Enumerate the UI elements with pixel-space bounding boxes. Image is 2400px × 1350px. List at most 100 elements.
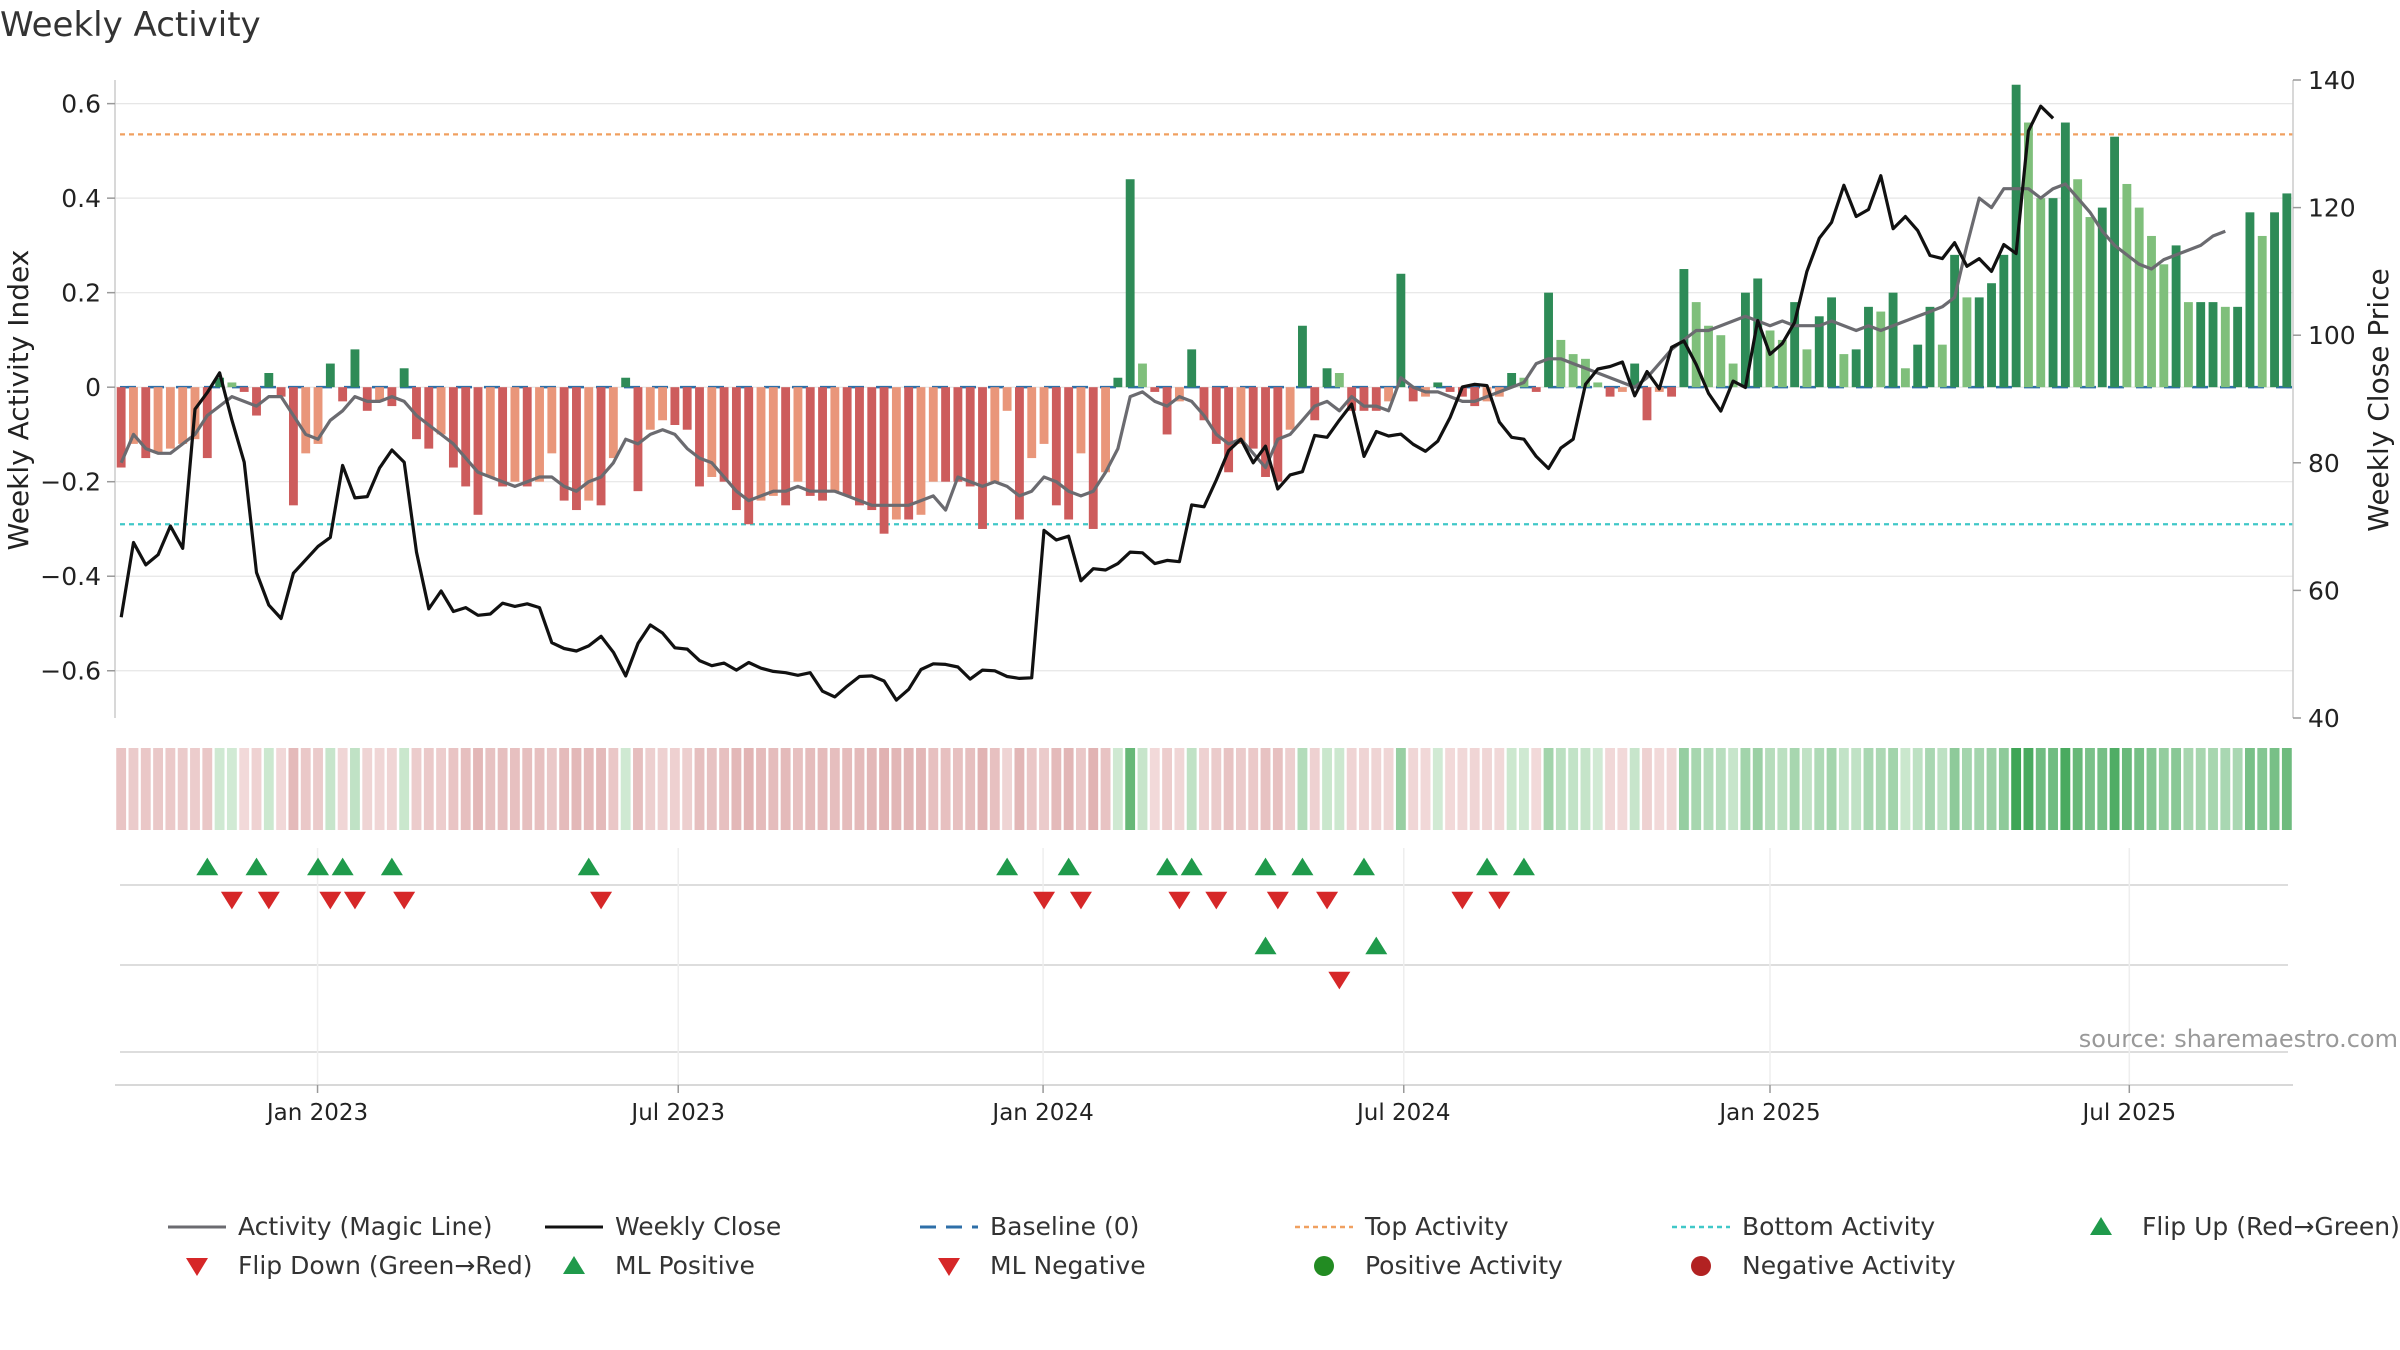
- heat-cell: [1838, 748, 1849, 830]
- activity-bar: [891, 387, 901, 520]
- activity-bar: [707, 387, 717, 477]
- activity-bar: [313, 387, 323, 444]
- heat-cell: [1986, 748, 1997, 830]
- heat-cell: [1654, 748, 1665, 830]
- activity-bar: [1371, 387, 1381, 411]
- heat-cell: [2048, 748, 2058, 830]
- heat-cell: [1998, 748, 2009, 830]
- weekly-close-line: [119, 104, 2055, 702]
- activity-bar: [633, 387, 643, 492]
- activity-bar: [596, 387, 606, 506]
- heat-cell: [2035, 748, 2046, 830]
- activity-bar: [2233, 306, 2243, 388]
- activity-bar: [1556, 339, 1566, 388]
- heat-cell: [1543, 748, 1554, 830]
- heat-cell: [423, 748, 434, 830]
- flip-down-marker: [1205, 891, 1228, 910]
- activity-bar: [1088, 387, 1098, 529]
- heat-cell: [1678, 748, 1689, 830]
- activity-bar: [842, 387, 852, 496]
- heat-cell: [2023, 748, 2034, 830]
- heat-cell: [1617, 748, 1628, 830]
- heat-cell: [2183, 748, 2194, 830]
- heat-cell: [645, 748, 656, 830]
- activity-bar: [1605, 387, 1615, 397]
- heat-cell: [2257, 748, 2268, 830]
- activity-bar: [498, 387, 508, 487]
- heat-cell: [1125, 748, 1136, 830]
- activity-bar: [608, 387, 618, 459]
- flip-up-marker: [1057, 857, 1080, 876]
- heat-cell: [1014, 748, 1025, 830]
- heat-cell: [1592, 748, 1603, 830]
- activity-bar: [2147, 235, 2156, 388]
- right-tick-label: 100: [2308, 321, 2356, 350]
- activity-bar: [941, 387, 951, 482]
- activity-bar: [1162, 387, 1172, 435]
- magic-line: [119, 182, 2226, 512]
- activity-bar: [1384, 387, 1394, 402]
- activity-bar: [830, 387, 840, 492]
- heat-cell: [1432, 748, 1443, 830]
- activity-bar: [658, 387, 668, 421]
- heat-cell: [362, 748, 373, 830]
- flip-down-marker: [1316, 891, 1339, 910]
- activity-bar: [1322, 368, 1332, 388]
- heat-cell: [1605, 748, 1615, 830]
- heat-cell: [842, 748, 853, 830]
- activity-bar: [1027, 387, 1037, 459]
- heat-cell: [1937, 748, 1948, 830]
- flip-down-marker: [1451, 891, 1474, 910]
- activity-bar: [1728, 363, 1738, 388]
- activity-bar: [1199, 387, 1209, 421]
- heat-cell: [1961, 748, 1972, 830]
- heat-cell: [952, 748, 963, 830]
- activity-bar: [1802, 349, 1812, 388]
- flip-up-marker: [1352, 857, 1375, 876]
- heat-cell: [1100, 748, 1111, 830]
- heat-cell: [756, 748, 766, 830]
- right-tick-label: 60: [2308, 576, 2340, 605]
- heat-cell: [940, 748, 951, 830]
- heat-cell: [411, 748, 422, 830]
- legend-label: Baseline (0): [990, 1212, 1139, 1241]
- activity-bar: [855, 387, 864, 506]
- activity-bar: [1925, 306, 1935, 388]
- activity-bar: [547, 387, 557, 454]
- heat-cell: [473, 748, 483, 830]
- heat-cell: [1568, 748, 1579, 830]
- series-lines: [119, 104, 2226, 702]
- heat-cell: [805, 748, 816, 830]
- activity-bar: [2171, 245, 2181, 388]
- activity-bar: [1101, 387, 1110, 473]
- heat-cell: [1162, 748, 1173, 830]
- activity-bar: [1248, 387, 1258, 449]
- heat-cell: [1186, 748, 1197, 830]
- activity-bar: [695, 387, 704, 487]
- heat-cell: [1235, 748, 1246, 830]
- activity-bar: [1470, 387, 1480, 407]
- heat-cell: [1974, 748, 1985, 830]
- x-tick-label: Jul 2025: [2080, 1100, 2176, 1126]
- activity-bar: [2134, 207, 2144, 388]
- heat-cell: [2134, 748, 2145, 830]
- heat-cell: [2097, 748, 2108, 830]
- activity-bar: [1630, 363, 1640, 388]
- heat-cell: [546, 748, 557, 830]
- heat-cell: [1740, 748, 1751, 830]
- legend-triangle-up: [2090, 1217, 2112, 1235]
- activity-bar: [510, 387, 520, 482]
- heat-cell: [1063, 748, 1074, 830]
- heat-cell: [694, 748, 705, 830]
- activity-bar: [1716, 335, 1726, 388]
- activity-bar: [264, 373, 274, 388]
- activity-bar: [793, 387, 803, 482]
- flip-down-marker: [257, 891, 280, 910]
- activity-bar: [350, 349, 360, 388]
- activity-bar: [1224, 387, 1234, 473]
- heat-cell: [214, 748, 225, 830]
- activity-bar: [1900, 368, 1910, 388]
- activity-bar: [719, 387, 729, 482]
- activity-bar: [731, 387, 741, 511]
- x-tick-label: Jul 2023: [629, 1100, 725, 1126]
